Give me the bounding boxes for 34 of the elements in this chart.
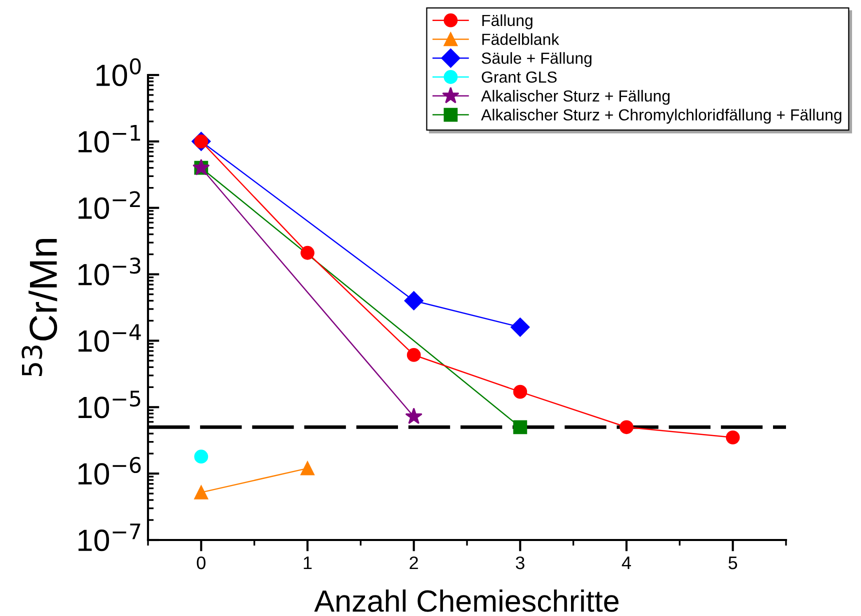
y-tick-label: 10$^{−4}$ — [78, 324, 141, 352]
point — [513, 420, 528, 434]
legend-label: Grant GLS — [482, 71, 557, 83]
x-tick-label: 4 — [622, 556, 631, 570]
point — [194, 485, 208, 500]
y-tick-label: 10$^{0}$ — [96, 58, 141, 86]
legend-label: Fällung — [482, 14, 532, 30]
y-tick-label: 10$^{−7}$ — [78, 524, 140, 552]
point — [404, 291, 424, 310]
y-tick-label: 10$^{−3}$ — [78, 258, 140, 286]
point — [406, 348, 421, 362]
legend-label: Alkalischer Sturz + Chromylchloridfällung + Fällung — [481, 108, 842, 124]
y-tick-label: 10$^{−2}$ — [78, 191, 140, 219]
point — [513, 384, 528, 399]
y-tick-label: 10$^{−1}$ — [78, 125, 140, 153]
y-tick-label: 10$^{−6}$ — [78, 456, 141, 485]
y-axis-title: $^{53}$Cr/Mn — [22, 239, 58, 376]
point — [300, 461, 314, 476]
point — [194, 450, 208, 464]
point — [300, 246, 314, 260]
legend-label: Alkalischer Sturz + Fällung — [481, 90, 670, 105]
x-tick-label: 3 — [516, 556, 524, 570]
x-tick-label: 1 — [304, 556, 312, 570]
legend-label: Fädelblank — [482, 33, 560, 45]
x-tick-label: 5 — [728, 556, 738, 570]
x-axis-title: Anzahl Chemieschritte — [314, 589, 618, 612]
point — [510, 318, 530, 337]
point — [405, 408, 422, 424]
point — [726, 430, 740, 444]
x-tick-label: 0 — [196, 556, 206, 570]
y-tick-label: 10$^{−5}$ — [78, 390, 140, 418]
point — [620, 420, 634, 434]
legend-label: Säule + Fällung — [482, 52, 592, 68]
x-tick-label: 2 — [410, 556, 418, 570]
